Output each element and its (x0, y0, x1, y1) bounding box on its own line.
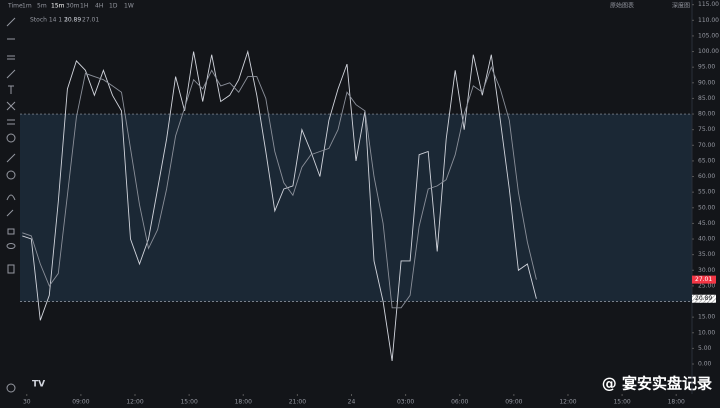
x-tick-label: 18:00 (235, 399, 252, 406)
x-tick-label: 09:00 (505, 399, 522, 406)
legend-k: 20.89 (64, 17, 81, 24)
y-tick-label: 35.00 (698, 251, 715, 258)
interval-button[interactable]: 15m (51, 3, 65, 10)
y-tick-label: 60.00 (698, 173, 715, 180)
y-tick-label: 85.00 (698, 95, 715, 102)
interval-button[interactable]: 1m (22, 3, 32, 10)
x-tick-label: 18:00 (668, 399, 685, 406)
y-tick-label: 95.00 (698, 64, 715, 71)
plot-area (20, 49, 692, 361)
interval-button[interactable]: 1H (80, 3, 88, 10)
interval-button[interactable]: 5m (37, 3, 47, 10)
y-tick-label: 40.00 (698, 236, 715, 243)
toolbar-item[interactable]: 深度图 (672, 2, 690, 10)
y-tick-label: 0.00 (698, 361, 712, 368)
x-tick-label: 30 (23, 399, 31, 406)
x-tick-label: 09:00 (72, 399, 89, 406)
legend-name: Stoch 14 1 3 (30, 17, 68, 24)
y-tick-label: 90.00 (698, 79, 715, 86)
y-tick-label: 110.00 (698, 17, 719, 24)
y-tick-label: 65.00 (698, 157, 715, 164)
y-tick-label: 75.00 (698, 126, 715, 133)
tv-logo: TV (32, 380, 45, 390)
y-tick-label: 10.00 (698, 329, 715, 336)
watermark: @ 宴安实盘记录 (602, 375, 712, 393)
y-tick-label: 15.00 (698, 314, 715, 321)
toolbar-item[interactable]: 原始图表 (610, 2, 634, 10)
y-tick-label: 50.00 (698, 204, 715, 211)
x-tick-label: 21:00 (289, 399, 306, 406)
top-toolbar (0, 0, 692, 12)
y-tick-label: 30.00 (698, 267, 715, 274)
y-tick-label: 25.00 (698, 282, 715, 289)
y-tick-label: 55.00 (698, 189, 715, 196)
legend-d: 27.01 (82, 17, 99, 24)
x-tick-label: 12:00 (126, 399, 143, 406)
interval-button[interactable]: Time (7, 3, 23, 10)
x-tick-label: 12:00 (559, 399, 576, 406)
y-tick-label: 115.00 (698, 1, 719, 8)
last-value-label: 27.01 (695, 276, 712, 283)
interval-button[interactable]: 4H (95, 3, 103, 10)
y-tick-label: 100.00 (698, 48, 719, 55)
last-value-label: 20.89 (695, 295, 712, 302)
interval-button[interactable]: 1W (124, 3, 134, 10)
left-toolbar (0, 12, 19, 408)
y-tick-label: 5.00 (698, 345, 712, 352)
last-value-box (692, 294, 716, 303)
x-tick-label: 24 (348, 399, 356, 406)
x-tick-label: 15:00 (180, 399, 197, 406)
interval-button[interactable]: 30m (66, 3, 80, 10)
series-line (22, 65, 537, 309)
y-tick-label: 105.00 (698, 32, 719, 39)
y-tick-label: 45.00 (698, 220, 715, 227)
interval-button[interactable]: 1D (109, 3, 118, 10)
x-tick-label: 15:00 (613, 399, 630, 406)
x-tick-label: 03:00 (397, 399, 414, 406)
last-value-box (692, 275, 716, 284)
y-tick-label: 80.00 (698, 111, 715, 118)
drawing-tools[interactable] (6, 17, 16, 393)
x-tick-label: 06:00 (451, 399, 468, 406)
band (20, 114, 692, 302)
y-tick-label: 70.00 (698, 142, 715, 149)
